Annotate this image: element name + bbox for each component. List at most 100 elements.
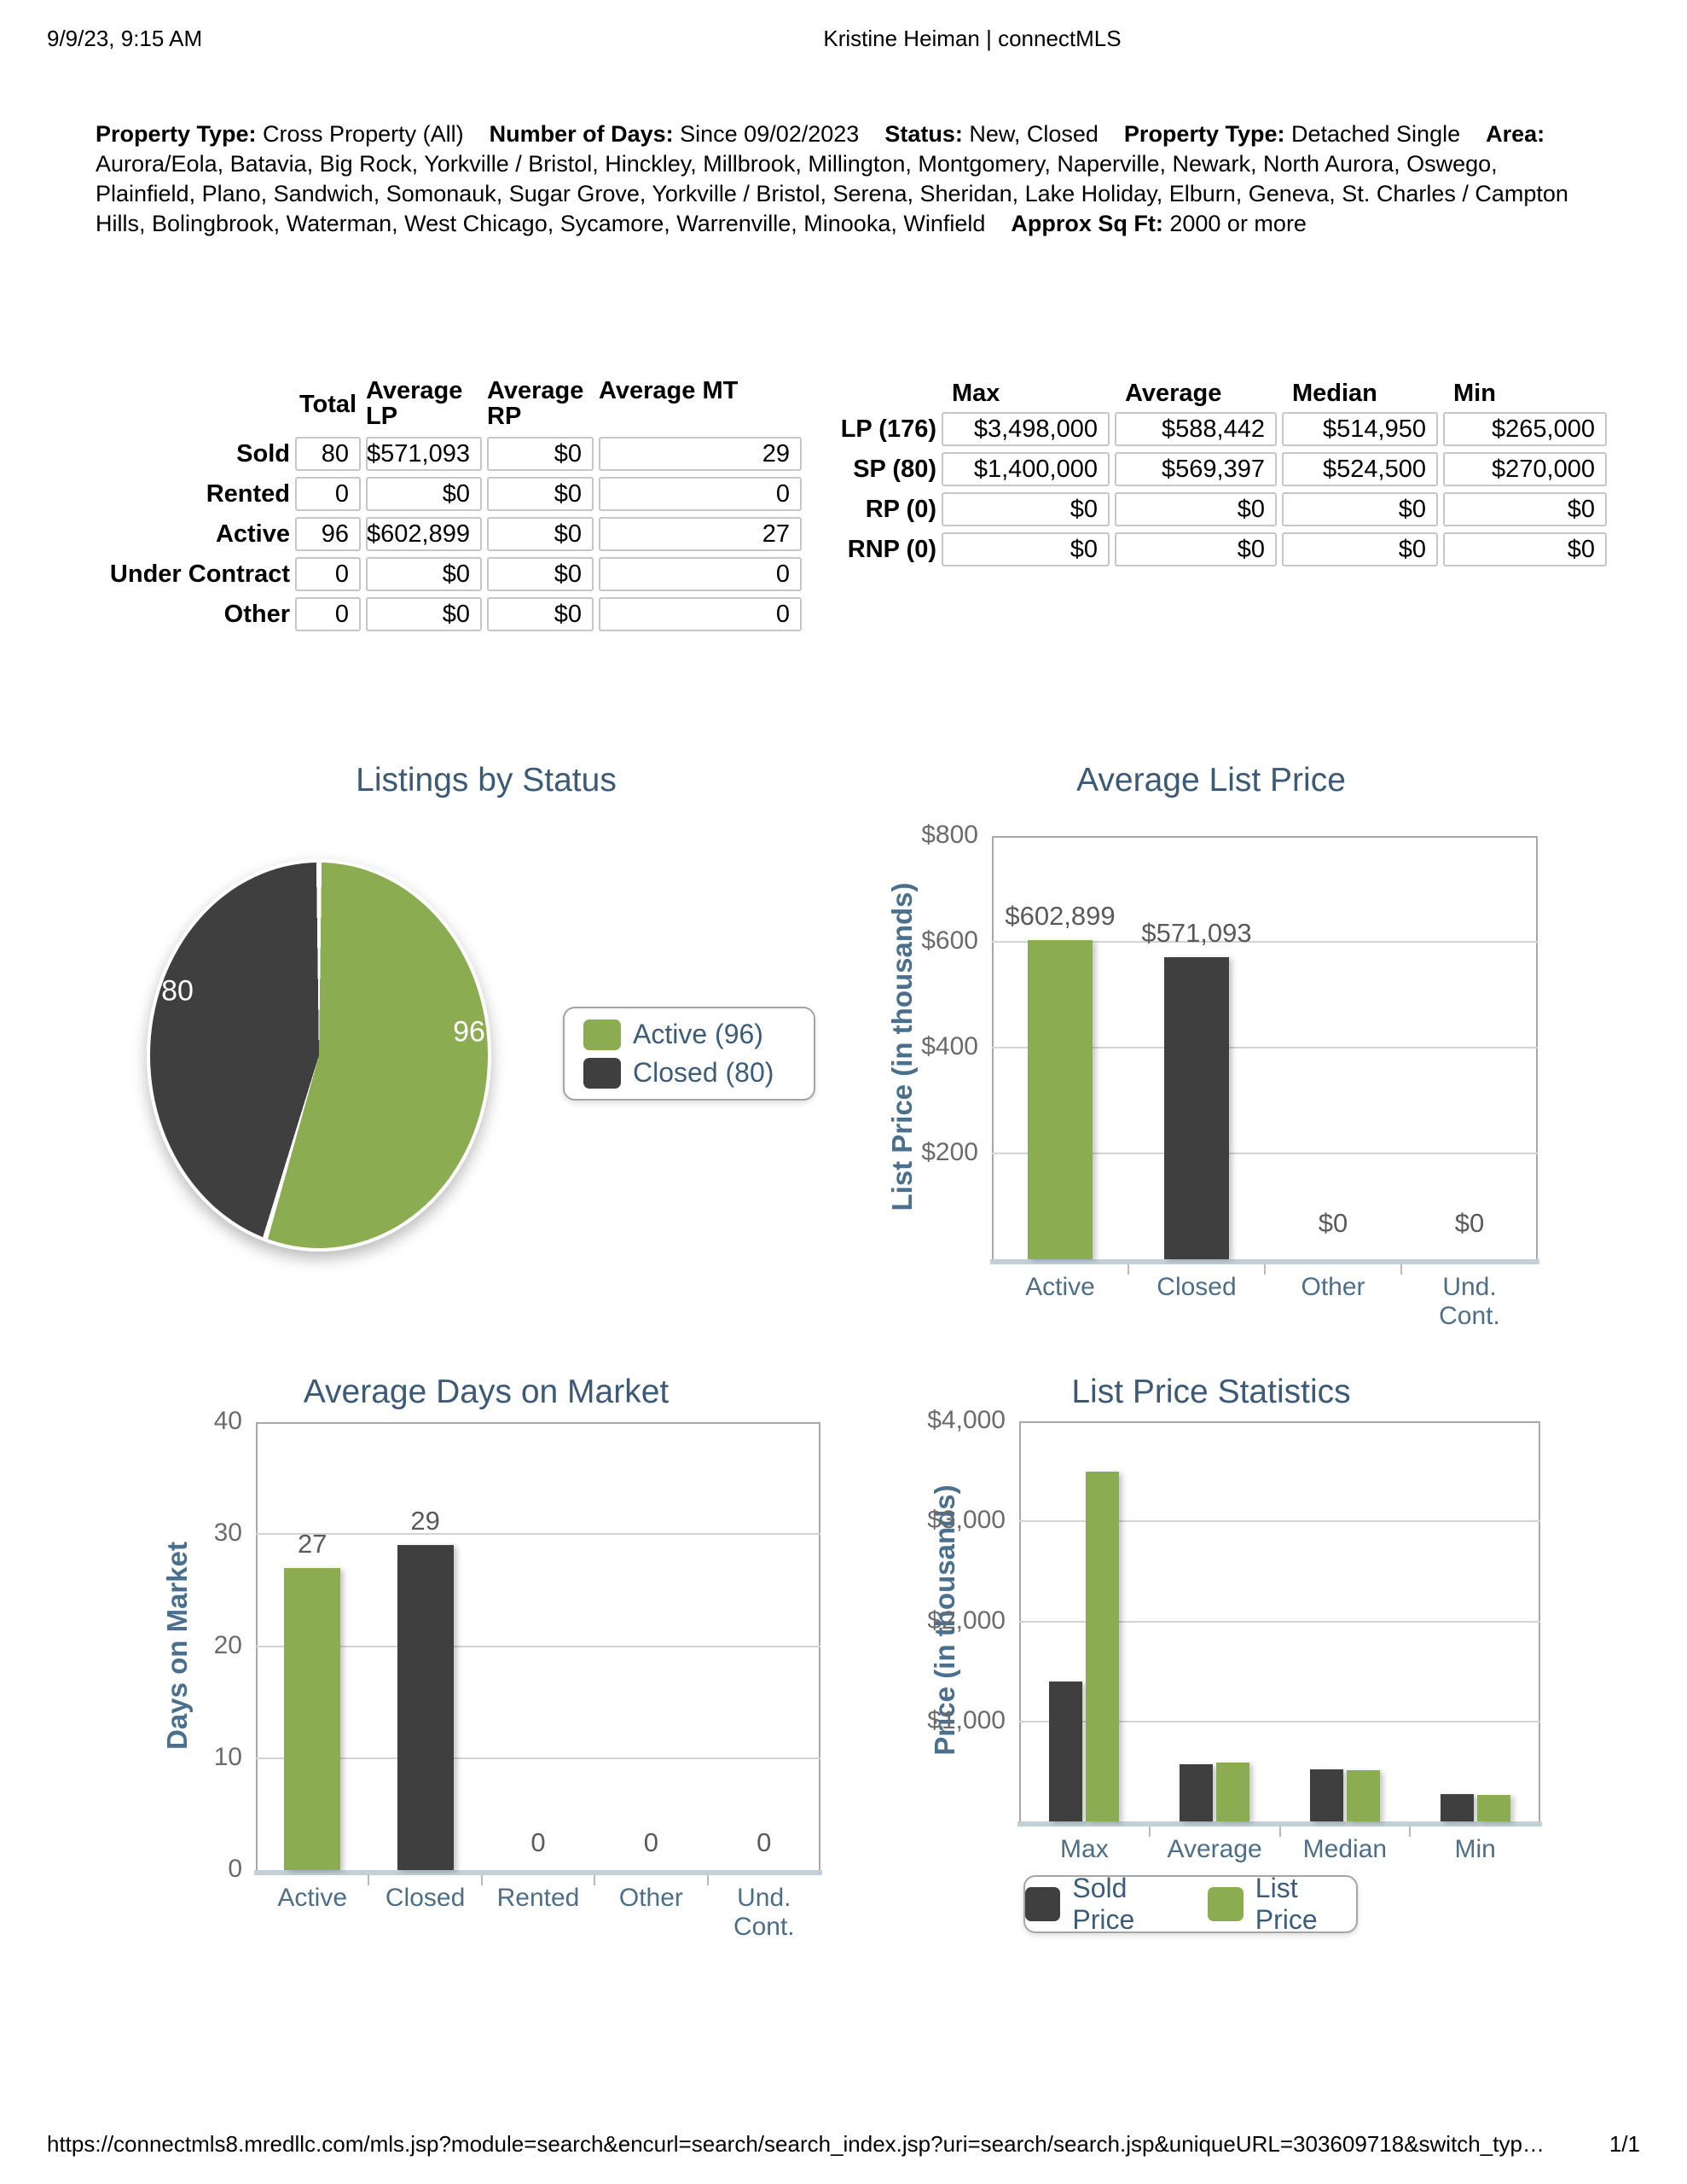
legend-label: Closed (80) — [633, 1057, 774, 1088]
x-tick-label: Average — [1167, 1835, 1262, 1863]
axis-tick-mark — [368, 1875, 370, 1885]
col-header-average: Average — [1125, 380, 1222, 407]
col-header-average-lp: Average LP — [366, 377, 463, 430]
axis-tick-mark — [1264, 1264, 1266, 1275]
search-criteria-text: Property Type: Cross Property (All) Numb… — [96, 119, 1598, 239]
criteria-value: Cross Property (All) — [263, 121, 490, 147]
bar-sold-price-min — [1440, 1794, 1474, 1821]
bar-active — [284, 1567, 341, 1870]
criteria-value: New, Closed — [969, 121, 1124, 147]
y-tick-label: 10 — [213, 1742, 242, 1771]
x-tick-label: Und. Cont. — [733, 1884, 795, 1941]
row-label-other: Other — [223, 600, 290, 628]
table-cell: 80 — [295, 437, 361, 471]
chart-title-average-list-price: Average List Price — [1076, 762, 1346, 799]
y-tick-label: $800 — [921, 821, 978, 849]
table-cell: $0 — [1115, 532, 1277, 566]
row-label-sold: Sold — [236, 439, 290, 468]
x-tick-label: Und. Cont. — [1439, 1273, 1500, 1330]
gridline — [256, 1645, 820, 1647]
table-cell: $588,442 — [1115, 412, 1277, 446]
x-axis-baseline — [1017, 1821, 1542, 1827]
table-cell: $514,950 — [1282, 412, 1438, 446]
x-tick-label: Closed — [1157, 1273, 1237, 1301]
axis-tick-mark — [1148, 1827, 1151, 1837]
bar-sold-price-max — [1049, 1681, 1083, 1821]
legend-label: List Price — [1255, 1873, 1318, 1935]
criteria-label: Property Type: — [1123, 121, 1291, 147]
legend-swatch — [583, 1019, 621, 1050]
table-cell: $1,400,000 — [942, 452, 1110, 486]
y-tick-label: $600 — [921, 926, 978, 955]
legend-item: Closed (80) — [583, 1057, 814, 1089]
y-tick-label: $400 — [921, 1032, 978, 1060]
table-cell: $0 — [1443, 532, 1607, 566]
bar-list-price-average — [1216, 1763, 1250, 1821]
pie-slice-label-closed: 80 — [161, 974, 194, 1008]
gridline — [1019, 1620, 1540, 1623]
y-tick-label: 0 — [228, 1855, 242, 1883]
chart-title-average-days-on-market: Average Days on Market — [303, 1374, 670, 1410]
axis-tick-mark — [1278, 1827, 1281, 1837]
footer-page-number: 1/1 — [1609, 2131, 1640, 2157]
legend-swatch — [583, 1057, 621, 1089]
table-cell: $0 — [487, 437, 594, 471]
x-tick-label: Min — [1454, 1835, 1496, 1863]
bar-value-label: $0 — [1454, 1208, 1485, 1238]
table-cell: 0 — [599, 597, 802, 631]
row-label-sp: SP (80) — [853, 455, 936, 483]
bar-value-label: $602,899 — [1005, 901, 1116, 932]
criteria-label: Number of Days: — [489, 121, 681, 147]
y-tick-label: 20 — [213, 1630, 242, 1659]
x-tick-label: Max — [1060, 1835, 1109, 1863]
table-cell: $571,093 — [366, 437, 482, 471]
bar-closed — [397, 1545, 454, 1870]
pie-slice-label-active: 96 — [453, 1015, 485, 1048]
criteria-value: 2000 or more — [1169, 211, 1326, 236]
x-axis-baseline — [254, 1870, 822, 1875]
bar-closed — [1164, 956, 1229, 1259]
criteria-value: Since 09/02/2023 — [680, 121, 885, 147]
pie-legend: Active (96) Closed (80) — [563, 1007, 815, 1101]
x-tick-label: Rented — [496, 1884, 580, 1912]
bar-value-label: $571,093 — [1141, 917, 1252, 948]
spacer — [60, 378, 290, 431]
x-tick-label: Median — [1302, 1835, 1388, 1863]
bar-sold-price-average — [1180, 1764, 1214, 1821]
axis-tick-mark — [1409, 1827, 1412, 1837]
axis-tick-mark — [594, 1875, 596, 1885]
gridline — [1019, 1520, 1540, 1523]
table-cell: 29 — [599, 437, 802, 471]
price-series-legend: Sold Price List Price — [1023, 1873, 1358, 1936]
table-cell: $0 — [942, 492, 1110, 526]
table-cell: $0 — [1282, 492, 1438, 526]
bar-list-price-max — [1086, 1471, 1120, 1821]
table-cell: 0 — [599, 557, 802, 591]
axis-tick-mark — [1400, 1264, 1402, 1275]
chart-title-listings-by-status: Listings by Status — [356, 762, 617, 799]
axis-tick-mark — [706, 1875, 709, 1885]
table-cell: $0 — [366, 477, 482, 511]
col-header-average-mt: Average MT — [599, 377, 739, 404]
table-cell: $3,498,000 — [942, 412, 1110, 446]
col-header-min: Min — [1453, 380, 1496, 407]
legend-item: List Price — [1208, 1873, 1356, 1936]
bar-value-label: $0 — [1318, 1208, 1348, 1238]
gridline — [992, 1153, 1538, 1154]
y-tick-label: 30 — [213, 1519, 242, 1548]
row-label-rented: Rented — [206, 479, 290, 508]
table-cell: 0 — [599, 477, 802, 511]
print-header-title: Kristine Heiman | connectMLS — [823, 26, 1122, 51]
summary-table: Total Average LP Average RP Average MT S… — [60, 378, 802, 631]
row-label-lp: LP (176) — [840, 415, 936, 443]
legend-label: Sold Price — [1072, 1873, 1135, 1935]
chart-title-list-price-statistics: List Price Statistics — [1071, 1374, 1351, 1410]
col-header-total: Total — [299, 391, 357, 418]
x-axis-baseline — [990, 1259, 1539, 1264]
table-cell: $0 — [487, 597, 594, 631]
table-cell: $569,397 — [1115, 452, 1277, 486]
bar-active — [1028, 940, 1093, 1259]
footer-url: https://connectmls8.mredllc.com/mls.jsp?… — [47, 2131, 1545, 2157]
criteria-label: Area: — [1486, 121, 1545, 147]
bar-value-label: 27 — [297, 1528, 328, 1559]
